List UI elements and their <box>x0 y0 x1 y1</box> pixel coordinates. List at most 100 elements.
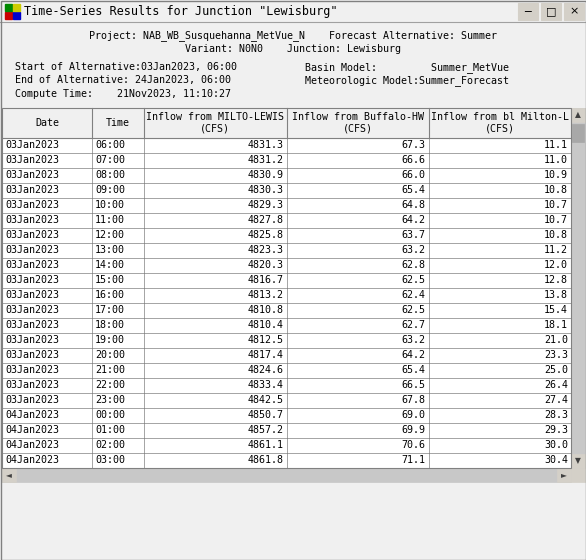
Text: 23:00: 23:00 <box>95 395 125 405</box>
Text: 64.2: 64.2 <box>402 215 426 225</box>
Bar <box>571 108 585 468</box>
Text: 25.0: 25.0 <box>544 365 568 375</box>
Text: □: □ <box>546 7 556 16</box>
Text: 65.4: 65.4 <box>402 185 426 195</box>
Text: 03Jan2023: 03Jan2023 <box>5 200 59 210</box>
Text: 03Jan2023: 03Jan2023 <box>5 215 59 225</box>
Text: 63.7: 63.7 <box>402 230 426 240</box>
Text: 03Jan2023: 03Jan2023 <box>5 350 59 360</box>
Text: 67.3: 67.3 <box>402 140 426 150</box>
Text: Inflow from MILTO-LEWIS: Inflow from MILTO-LEWIS <box>146 111 284 122</box>
Text: 00:00: 00:00 <box>95 410 125 420</box>
Text: 03Jan2023: 03Jan2023 <box>5 365 59 375</box>
Text: 29.3: 29.3 <box>544 425 568 435</box>
Text: 65.4: 65.4 <box>402 365 426 375</box>
Text: 03Jan2023: 03Jan2023 <box>5 140 59 150</box>
Text: 4810.4: 4810.4 <box>247 320 284 330</box>
Text: 03Jan2023: 03Jan2023 <box>5 395 59 405</box>
Text: 4812.5: 4812.5 <box>247 335 284 345</box>
Text: 11.0: 11.0 <box>544 155 568 165</box>
Bar <box>2 108 571 468</box>
Text: Date: Date <box>35 118 59 128</box>
Bar <box>564 3 584 20</box>
Text: 03Jan2023: 03Jan2023 <box>5 320 59 330</box>
Text: Compute Time:    21Nov2023, 11:10:27: Compute Time: 21Nov2023, 11:10:27 <box>15 89 231 99</box>
Text: Meteorologic Model:Summer_Forecast: Meteorologic Model:Summer_Forecast <box>305 76 509 86</box>
Text: 03Jan2023: 03Jan2023 <box>5 290 59 300</box>
Text: 03Jan2023: 03Jan2023 <box>5 335 59 345</box>
Bar <box>5 12 12 19</box>
Bar <box>571 108 585 122</box>
Text: Variant: N0N0    Junction: Lewisburg: Variant: N0N0 Junction: Lewisburg <box>185 44 401 54</box>
Text: 10.7: 10.7 <box>544 200 568 210</box>
Text: ─: ─ <box>524 7 532 16</box>
Text: 64.8: 64.8 <box>402 200 426 210</box>
Text: 4829.3: 4829.3 <box>247 200 284 210</box>
Text: End of Alternative: 24Jan2023, 06:00: End of Alternative: 24Jan2023, 06:00 <box>15 76 231 86</box>
Text: 67.8: 67.8 <box>402 395 426 405</box>
Text: (CFS): (CFS) <box>200 124 230 133</box>
Text: 27.4: 27.4 <box>544 395 568 405</box>
Text: 07:00: 07:00 <box>95 155 125 165</box>
Text: 26.4: 26.4 <box>544 380 568 390</box>
Text: 21:00: 21:00 <box>95 365 125 375</box>
Text: 4831.3: 4831.3 <box>247 140 284 150</box>
Text: 21.0: 21.0 <box>544 335 568 345</box>
Text: 30.0: 30.0 <box>544 440 568 450</box>
Text: 66.6: 66.6 <box>402 155 426 165</box>
Text: 62.4: 62.4 <box>402 290 426 300</box>
Text: 11:00: 11:00 <box>95 215 125 225</box>
Text: 30.4: 30.4 <box>544 455 568 465</box>
Bar <box>557 468 571 482</box>
Bar <box>13 4 20 11</box>
Text: 22:00: 22:00 <box>95 380 125 390</box>
Text: 62.7: 62.7 <box>402 320 426 330</box>
Text: 4833.4: 4833.4 <box>247 380 284 390</box>
Text: 10.8: 10.8 <box>544 185 568 195</box>
Bar <box>13 12 20 19</box>
Text: Inflow from bl Milton-L: Inflow from bl Milton-L <box>431 111 569 122</box>
Bar <box>572 124 584 142</box>
Text: ►: ► <box>561 470 567 479</box>
Bar <box>5 4 12 11</box>
Text: 10.8: 10.8 <box>544 230 568 240</box>
Bar <box>2 108 571 468</box>
Text: (CFS): (CFS) <box>343 124 373 133</box>
Text: 12:00: 12:00 <box>95 230 125 240</box>
Text: 13.8: 13.8 <box>544 290 568 300</box>
Text: 4825.8: 4825.8 <box>247 230 284 240</box>
Text: 03Jan2023: 03Jan2023 <box>5 230 59 240</box>
Text: 4817.4: 4817.4 <box>247 350 284 360</box>
Bar <box>2 468 571 482</box>
Text: 17:00: 17:00 <box>95 305 125 315</box>
Text: 18.1: 18.1 <box>544 320 568 330</box>
Bar <box>571 454 585 468</box>
Text: 62.5: 62.5 <box>402 305 426 315</box>
Text: 4816.7: 4816.7 <box>247 275 284 285</box>
Text: 71.1: 71.1 <box>402 455 426 465</box>
Text: 12.0: 12.0 <box>544 260 568 270</box>
Text: 03Jan2023: 03Jan2023 <box>5 380 59 390</box>
Bar <box>571 468 585 482</box>
Text: 11.2: 11.2 <box>544 245 568 255</box>
Text: 02:00: 02:00 <box>95 440 125 450</box>
Text: 14:00: 14:00 <box>95 260 125 270</box>
Text: Time-Series Results for Junction "Lewisburg": Time-Series Results for Junction "Lewisb… <box>24 4 338 17</box>
Text: 04Jan2023: 04Jan2023 <box>5 410 59 420</box>
Text: 20:00: 20:00 <box>95 350 125 360</box>
Text: ▼: ▼ <box>575 456 581 465</box>
Text: ◄: ◄ <box>6 470 12 479</box>
Text: 03Jan2023: 03Jan2023 <box>5 185 59 195</box>
Text: ×: × <box>570 7 579 16</box>
Text: 4861.1: 4861.1 <box>247 440 284 450</box>
Text: 13:00: 13:00 <box>95 245 125 255</box>
Text: 4830.3: 4830.3 <box>247 185 284 195</box>
Bar <box>2 468 16 482</box>
Text: Basin Model:         Summer_MetVue: Basin Model: Summer_MetVue <box>305 62 509 73</box>
Text: 62.8: 62.8 <box>402 260 426 270</box>
Text: 08:00: 08:00 <box>95 170 125 180</box>
Text: 63.2: 63.2 <box>402 335 426 345</box>
Text: 70.6: 70.6 <box>402 440 426 450</box>
Text: 03Jan2023: 03Jan2023 <box>5 155 59 165</box>
Text: ▲: ▲ <box>575 110 581 119</box>
